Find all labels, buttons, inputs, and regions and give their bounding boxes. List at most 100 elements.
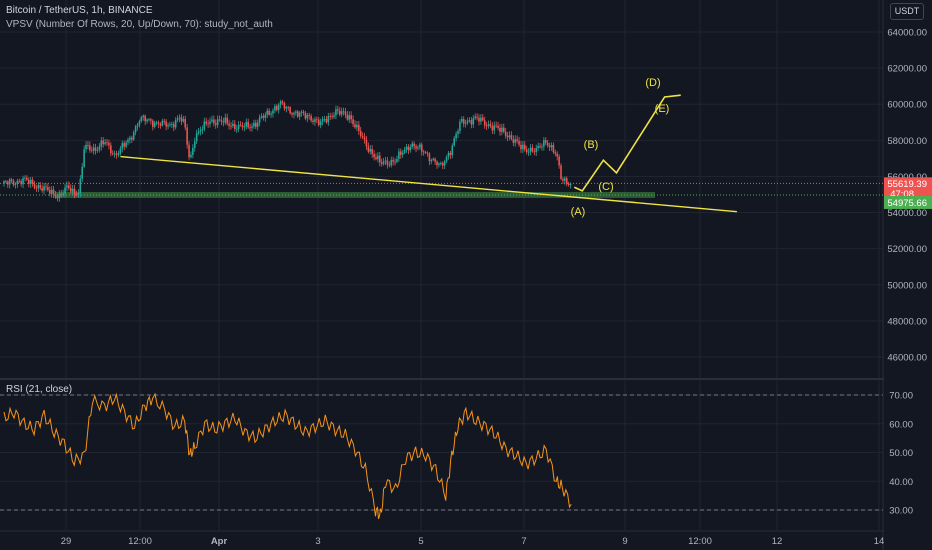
price-axis-bg bbox=[884, 0, 932, 550]
price-tick-label: 48000.00 bbox=[887, 316, 927, 327]
candle-body bbox=[451, 145, 454, 156]
candle-body bbox=[81, 166, 84, 180]
candle-body bbox=[291, 113, 293, 115]
time-tick-label: 29 bbox=[61, 536, 72, 547]
candle-body bbox=[110, 145, 112, 154]
candle-body bbox=[359, 130, 362, 137]
candle-body bbox=[453, 138, 455, 146]
candle-body bbox=[531, 147, 534, 152]
candle-body bbox=[377, 155, 379, 160]
wave-labels: (A) (B) (C) (D) (E) bbox=[571, 77, 670, 218]
candle-body bbox=[329, 116, 331, 117]
candle-body bbox=[449, 152, 452, 156]
rsi-tick-label: 60.00 bbox=[889, 419, 913, 430]
candle-body bbox=[508, 135, 511, 138]
candle-body bbox=[203, 121, 206, 130]
candle-body bbox=[245, 121, 248, 127]
candle-body bbox=[499, 127, 501, 132]
candle-body bbox=[96, 149, 99, 151]
candle-body bbox=[31, 179, 34, 184]
candle-body bbox=[190, 154, 192, 158]
candle-body bbox=[491, 126, 494, 131]
candle-body bbox=[358, 124, 360, 131]
candle-body bbox=[403, 149, 406, 153]
candle-body bbox=[235, 128, 238, 130]
candle-body bbox=[565, 178, 568, 184]
price-tick-label: 52000.00 bbox=[887, 244, 927, 255]
candle-body bbox=[554, 152, 557, 154]
candle-body bbox=[380, 162, 383, 164]
candle-body bbox=[52, 189, 55, 195]
trendline bbox=[120, 155, 737, 213]
candle-body bbox=[459, 121, 461, 132]
time-tick-label: 12:00 bbox=[128, 536, 152, 547]
candle-body bbox=[39, 185, 42, 188]
rsi-title[interactable]: RSI (21, close) bbox=[6, 384, 73, 395]
candle-body bbox=[167, 125, 169, 127]
candle-body bbox=[83, 149, 85, 167]
candle-body bbox=[541, 146, 543, 148]
candle-body bbox=[182, 119, 185, 122]
candle-body bbox=[163, 120, 166, 122]
candle-body bbox=[411, 143, 414, 147]
wave-label: (E) bbox=[655, 103, 670, 115]
candle-body bbox=[544, 140, 547, 143]
candle-body bbox=[100, 140, 103, 147]
candle-body bbox=[192, 147, 194, 155]
candle-body bbox=[533, 151, 536, 153]
candle-body bbox=[264, 114, 267, 118]
candle-body bbox=[142, 115, 145, 118]
candle-body bbox=[108, 142, 110, 146]
candle-body bbox=[419, 144, 421, 148]
candle-body bbox=[312, 120, 314, 122]
candle-body bbox=[239, 124, 242, 126]
indicator-title[interactable]: VPSV (Number Of Rows, 20, Up/Down, 70): … bbox=[6, 19, 273, 30]
candle-body bbox=[16, 180, 19, 185]
candle-body bbox=[47, 186, 49, 191]
candle-body bbox=[455, 133, 457, 139]
candle-body bbox=[445, 157, 448, 162]
candle-body bbox=[222, 121, 225, 123]
rsi-tick-label: 40.00 bbox=[889, 477, 913, 488]
candle-body bbox=[255, 122, 257, 127]
candle-body bbox=[226, 117, 228, 124]
currency-button[interactable]: USDT bbox=[890, 3, 924, 20]
candle-body bbox=[224, 117, 227, 123]
candle-body bbox=[104, 142, 106, 145]
candle-body bbox=[562, 178, 564, 181]
candle-body bbox=[270, 113, 272, 115]
candle-body bbox=[438, 163, 440, 166]
candle-body bbox=[384, 160, 387, 162]
symbol-title[interactable]: Bitcoin / TetherUS, 1h, BINANCE bbox=[6, 5, 153, 16]
candle-body bbox=[352, 119, 354, 125]
candle-body bbox=[489, 124, 492, 127]
candle-body bbox=[146, 119, 148, 122]
candle-body bbox=[29, 179, 32, 184]
candle-body bbox=[560, 165, 562, 179]
candle-body bbox=[243, 126, 246, 128]
candle-body bbox=[228, 123, 230, 126]
axes: 46000.00 48000.00 50000.00 52000.00 54000.00… bbox=[61, 0, 932, 550]
wave-label: (A) bbox=[571, 206, 586, 218]
candle-body bbox=[325, 119, 328, 123]
current-price-label: 55619.39 bbox=[887, 179, 927, 190]
candle-body bbox=[131, 137, 133, 140]
candle-body bbox=[552, 145, 555, 153]
candle-body bbox=[234, 123, 236, 129]
candle-body bbox=[220, 120, 223, 122]
candle-body bbox=[378, 155, 381, 163]
candle-body bbox=[323, 119, 326, 120]
candle-body bbox=[556, 153, 559, 157]
candle-body bbox=[92, 147, 95, 151]
candle-body bbox=[394, 161, 396, 163]
candle-body bbox=[176, 118, 179, 120]
candle-body bbox=[205, 121, 208, 124]
candle-body bbox=[121, 143, 124, 149]
candle-body bbox=[386, 160, 389, 165]
candle-body bbox=[298, 112, 301, 117]
candle-body bbox=[155, 122, 158, 124]
candle-body bbox=[123, 143, 125, 147]
candle-body bbox=[382, 161, 385, 164]
